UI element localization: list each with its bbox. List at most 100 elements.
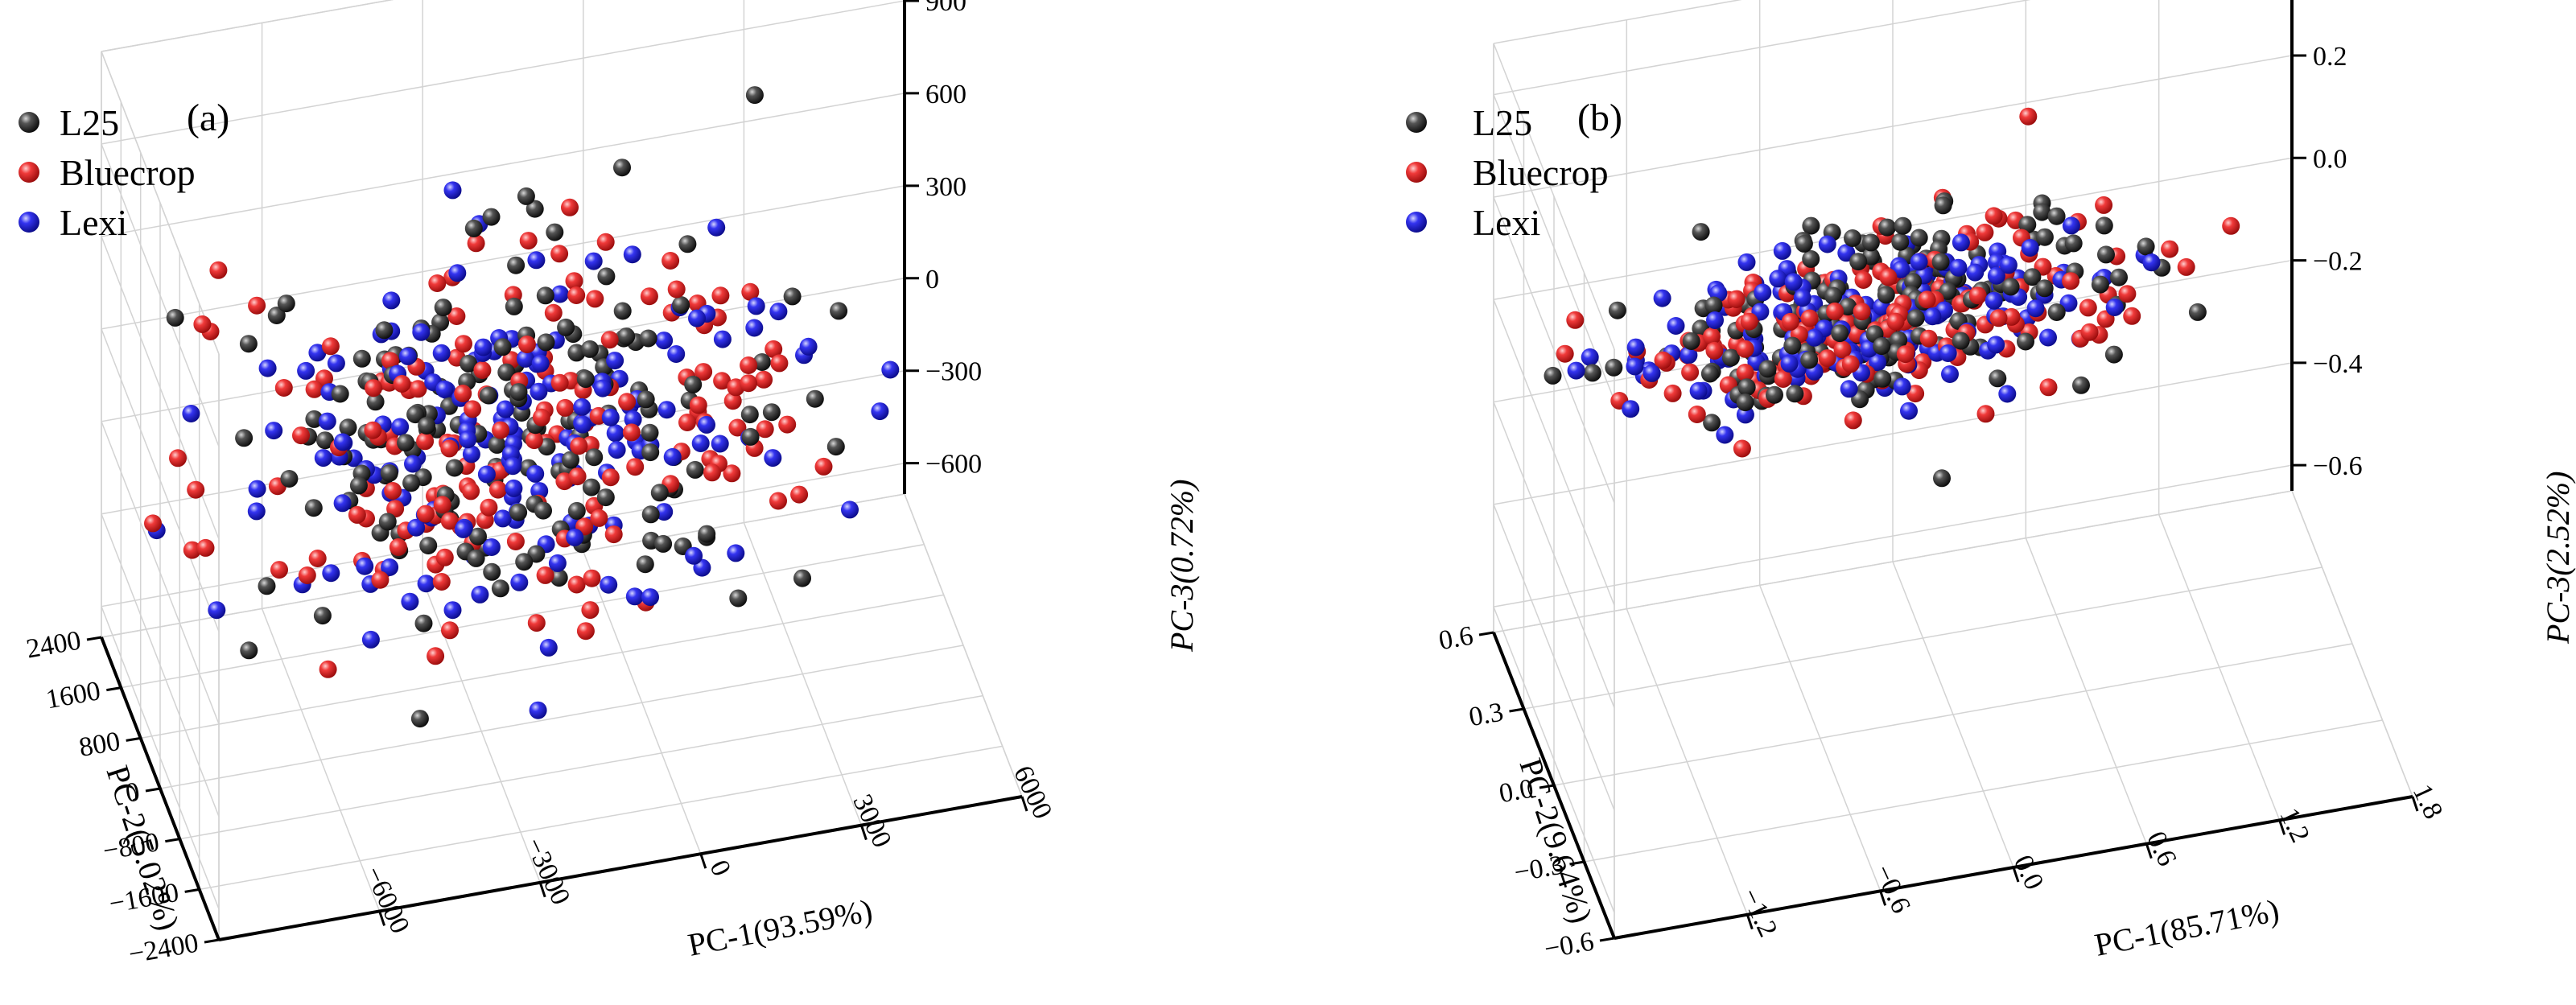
- y-tick: [126, 736, 141, 742]
- data-point-Bluecrop: [561, 198, 579, 216]
- data-point-L25: [491, 579, 509, 598]
- data-point-Lexi: [474, 338, 493, 356]
- x-tick: [859, 825, 868, 841]
- data-point-L25: [378, 513, 397, 531]
- data-point-L25: [637, 390, 655, 409]
- data-point-Bluecrop: [319, 660, 337, 678]
- data-point-L25: [497, 363, 516, 381]
- data-point-L25: [526, 200, 544, 218]
- panel-b-z-axis-label: PC-3(2.52%): [2540, 472, 2576, 645]
- data-point-Lexi: [1985, 291, 2003, 310]
- z-tick-label: −300: [925, 357, 982, 387]
- grid-line-floor-y: [159, 645, 964, 789]
- data-point-Lexi: [573, 397, 591, 416]
- data-point-Lexi: [443, 601, 462, 620]
- data-point-Lexi: [432, 344, 451, 362]
- legend-b-label-Bluecrop: Bluecrop: [1473, 152, 1609, 193]
- data-point-Lexi: [769, 303, 788, 321]
- data-point-Bluecrop: [740, 356, 758, 374]
- data-point-L25: [507, 256, 526, 274]
- data-point-L25: [1736, 393, 1754, 412]
- data-point-L25: [641, 423, 659, 442]
- data-point-Lexi: [685, 546, 703, 565]
- panel-a-tag: (a): [187, 97, 229, 139]
- data-point-L25: [2104, 345, 2123, 364]
- data-point-Bluecrop: [583, 569, 601, 587]
- data-point-Lexi: [663, 447, 682, 466]
- data-point-Lexi: [314, 449, 332, 467]
- data-point-Bluecrop: [1688, 406, 1706, 423]
- data-point-Lexi: [566, 528, 584, 546]
- data-point-L25: [1878, 218, 1897, 237]
- data-point-L25: [686, 460, 704, 479]
- data-point-Bluecrop: [626, 458, 645, 476]
- data-point-L25: [1786, 385, 1804, 403]
- data-point-Bluecrop: [1853, 303, 1871, 321]
- data-point-Bluecrop: [723, 392, 742, 410]
- data-point-Bluecrop: [435, 548, 454, 566]
- data-point-Bluecrop: [601, 468, 620, 487]
- data-point-L25: [581, 340, 599, 358]
- data-point-Bluecrop: [506, 533, 525, 550]
- x-axis-line: [218, 795, 1023, 941]
- legend-b-marker-Bluecrop: [1406, 162, 1427, 183]
- grid-line-backwall-z: [101, 185, 905, 330]
- data-point-Lexi: [584, 252, 603, 270]
- data-point-Bluecrop: [480, 498, 498, 517]
- data-point-L25: [1906, 309, 1925, 327]
- data-point-L25: [654, 534, 673, 553]
- x-tick: [1745, 914, 1754, 930]
- data-point-Bluecrop: [248, 296, 266, 315]
- x-tick-label: −0.6: [1868, 860, 1916, 918]
- data-point-Lexi: [462, 445, 480, 463]
- data-point-Bluecrop: [556, 398, 575, 417]
- data-point-Lexi: [2026, 299, 2045, 318]
- data-point-Bluecrop: [169, 449, 187, 467]
- data-point-L25: [305, 410, 324, 428]
- data-point-Lexi: [308, 344, 327, 362]
- legend-a-marker-Lexi: [19, 212, 39, 233]
- data-point-Lexi: [1923, 307, 1942, 326]
- legend-b-marker-Lexi: [1406, 212, 1427, 233]
- data-point-Bluecrop: [2095, 196, 2113, 214]
- data-point-L25: [1844, 229, 1861, 247]
- z-tick-label: 0.2: [2313, 42, 2347, 72]
- y-tick: [1539, 784, 1555, 789]
- data-point-L25: [2064, 234, 2083, 253]
- data-point-Bluecrop: [1841, 355, 1860, 373]
- y-tick: [1509, 707, 1524, 713]
- z-tick-label: 300: [925, 172, 967, 202]
- x-tick-label: 1.8: [2407, 780, 2448, 823]
- data-point-Bluecrop: [409, 380, 427, 398]
- data-point-L25: [1605, 358, 1623, 377]
- data-point-L25: [1891, 233, 1910, 251]
- data-point-Lexi: [1793, 289, 1811, 307]
- data-point-Bluecrop: [454, 385, 472, 402]
- wall-edge: [101, 0, 394, 52]
- data-point-Lexi: [398, 347, 417, 365]
- data-point-L25: [597, 267, 616, 286]
- data-point-L25: [2091, 275, 2109, 294]
- data-point-L25: [2137, 237, 2155, 256]
- data-point-Lexi: [1818, 235, 1836, 253]
- data-point-L25: [1737, 378, 1756, 397]
- data-point-L25: [414, 614, 433, 632]
- data-point-Bluecrop: [1989, 309, 2008, 327]
- data-point-Bluecrop: [1918, 290, 1936, 309]
- data-point-L25: [557, 318, 575, 336]
- data-point-Bluecrop: [769, 492, 787, 510]
- data-point-L25: [1861, 233, 1880, 252]
- data-point-Lexi: [1939, 344, 1957, 362]
- data-point-Bluecrop: [1774, 370, 1792, 388]
- grid-line-sidewall-z: [1493, 606, 1615, 913]
- data-point-L25: [352, 349, 371, 368]
- grid-line-sidewall-z: [1493, 504, 1615, 811]
- y-tick: [165, 838, 180, 843]
- data-point-Bluecrop: [1566, 311, 1585, 329]
- data-point-Bluecrop: [756, 420, 774, 439]
- data-point-L25: [2188, 303, 2207, 321]
- data-point-Lexi: [539, 638, 558, 657]
- data-point-Bluecrop: [536, 566, 554, 584]
- data-point-Lexi: [2039, 328, 2057, 347]
